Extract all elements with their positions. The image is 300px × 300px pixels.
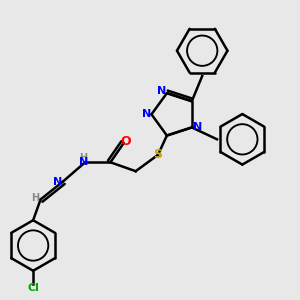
Text: N: N <box>79 157 88 167</box>
Text: N: N <box>157 86 166 96</box>
Text: N: N <box>53 177 62 187</box>
Text: N: N <box>193 122 202 132</box>
Text: S: S <box>154 148 163 161</box>
Text: H: H <box>80 153 88 163</box>
Text: N: N <box>142 109 151 119</box>
Text: O: O <box>121 135 131 148</box>
Text: Cl: Cl <box>27 283 39 293</box>
Text: H: H <box>31 193 39 203</box>
